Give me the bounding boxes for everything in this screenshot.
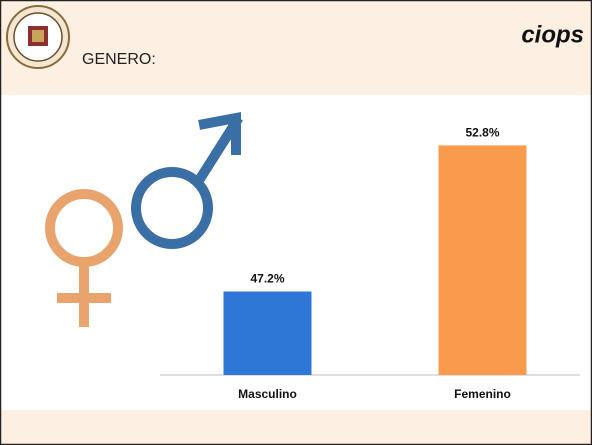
- logo-seal: [6, 5, 70, 69]
- x-tick-label: Femenino: [454, 387, 511, 401]
- x-tick-label: Masculino: [238, 387, 297, 401]
- gender-illustration: [45, 111, 243, 327]
- footer-band: [0, 410, 592, 445]
- header-band: [0, 0, 592, 95]
- bar: [223, 291, 312, 375]
- value-label: 47.2%: [250, 272, 284, 286]
- bar: [438, 145, 527, 375]
- value-label: 52.8%: [465, 126, 499, 140]
- chart-title: GENERO:: [82, 51, 156, 68]
- brand-logo: ciops: [521, 21, 584, 48]
